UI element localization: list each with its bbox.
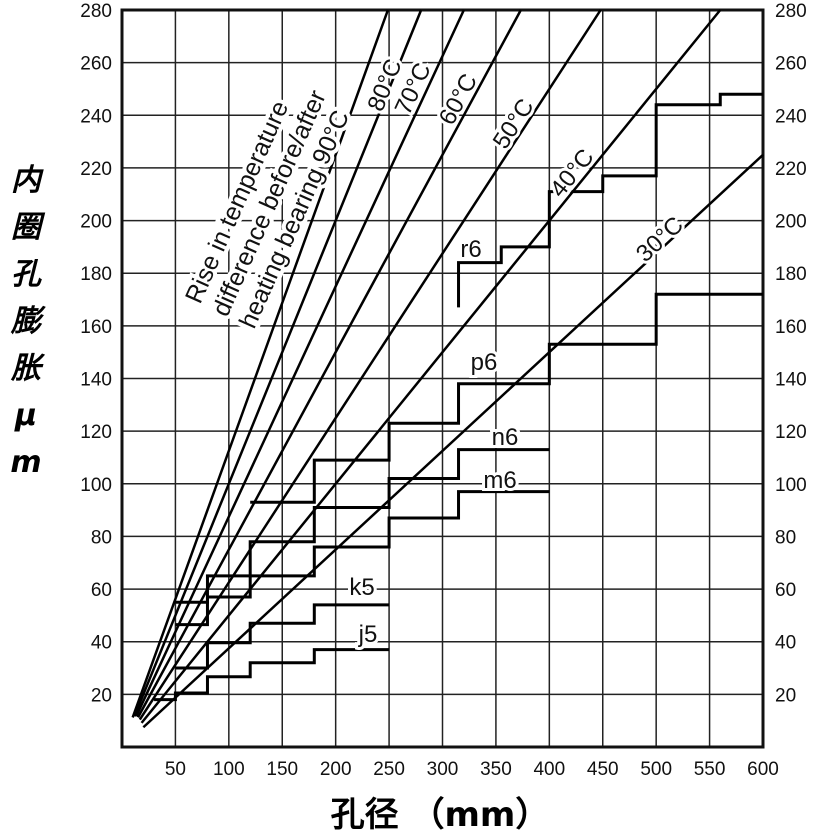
x-tick-label: 200: [320, 759, 352, 780]
temperature-label: 40°C: [545, 144, 600, 203]
y-tick-label-right: 260: [775, 54, 807, 75]
y-tick-label-left: 280: [80, 1, 112, 22]
y-tick-label-left: 260: [80, 54, 112, 75]
y-title-char: 圈: [11, 210, 46, 245]
x-tick-label: 50: [165, 759, 186, 780]
step-line-n6: [175, 448, 550, 604]
x-tick-label: 400: [533, 759, 565, 780]
y-tick-label-right: 60: [775, 580, 796, 601]
temperature-line-80: [133, 9, 423, 717]
x-tick-label: 250: [373, 759, 405, 780]
y-tick-label-right: 100: [775, 475, 807, 496]
y-tick-label-right: 240: [775, 106, 807, 127]
x-tick-label: 600: [747, 759, 779, 780]
y-tick-label-right: 20: [775, 685, 796, 706]
temperature-line-60: [136, 9, 522, 718]
x-tick-label: 550: [694, 759, 726, 780]
series-label-n6: n6: [492, 424, 519, 451]
fit-step-lines: [154, 92, 763, 702]
series-label-j5: j5: [358, 621, 378, 648]
y-tick-label-right: 140: [775, 370, 807, 391]
y-tick-label-right: 220: [775, 159, 807, 180]
y-tick-label-right: 120: [775, 422, 807, 443]
y-tick-label-left: 180: [80, 264, 112, 285]
step-line-j5: [154, 648, 390, 702]
temperature-line-40: [140, 9, 722, 724]
temperature-label: 60°C: [434, 69, 483, 129]
step-line-p6: [250, 292, 763, 504]
y-tick-label-left: 100: [80, 475, 112, 496]
x-tick-label: 450: [587, 759, 619, 780]
y-title-char: 胀: [10, 351, 46, 386]
series-label-k5: k5: [349, 574, 374, 601]
y-tick-label-left: 60: [91, 580, 112, 601]
y-tick-label-left: 40: [91, 633, 112, 654]
series-label-r6: r6: [460, 236, 481, 263]
temperature-label: 30°C: [631, 211, 689, 267]
x-tick-label: 350: [480, 759, 512, 780]
y-tick-label-left: 240: [80, 106, 112, 127]
series-label-m6: m6: [483, 467, 516, 494]
y-tick-label-right: 180: [775, 264, 807, 285]
temperature-lines: [131, 9, 764, 729]
y-tick-label-left: 220: [80, 159, 112, 180]
step-line-k5: [175, 603, 390, 670]
y-tick-label-right: 200: [775, 212, 807, 233]
y-title-char: 内: [11, 163, 44, 198]
y-tick-label-right: 80: [775, 527, 796, 548]
series-label-p6: p6: [471, 349, 498, 376]
y-title-char: 膨: [10, 304, 46, 339]
y-tick-label-right: 40: [775, 633, 796, 654]
x-tick-label: 100: [213, 759, 245, 780]
step-line-r6: [457, 92, 763, 308]
y-tick-label-right: 160: [775, 317, 807, 338]
x-axis-title: 孔径 （mm）: [331, 795, 550, 835]
y-tick-label-right: 280: [775, 1, 807, 22]
y-tick-label-left: 80: [91, 527, 112, 548]
y-title-char: μ: [14, 398, 37, 433]
tick-labels: 50 100 150 200 250 300 350 400 450 500 550 600 20 20 4…: [80, 1, 806, 780]
temperature-line-70: [135, 9, 466, 717]
y-title-char: 孔: [11, 257, 42, 292]
x-tick-label: 500: [640, 759, 672, 780]
plot-frame: [120, 8, 765, 749]
temperature-line-90: [131, 9, 390, 718]
y-title-char: m: [10, 445, 41, 480]
temperature-line-30: [142, 153, 764, 729]
y-tick-label-left: 160: [80, 317, 112, 338]
y-tick-label-left: 140: [80, 370, 112, 391]
temperature-line-50: [138, 9, 602, 721]
x-tick-label: 300: [427, 759, 459, 780]
y-tick-label-left: 20: [91, 685, 112, 706]
y-tick-label-left: 200: [80, 212, 112, 233]
x-tick-label: 150: [266, 759, 298, 780]
y-tick-label-left: 120: [80, 422, 112, 443]
